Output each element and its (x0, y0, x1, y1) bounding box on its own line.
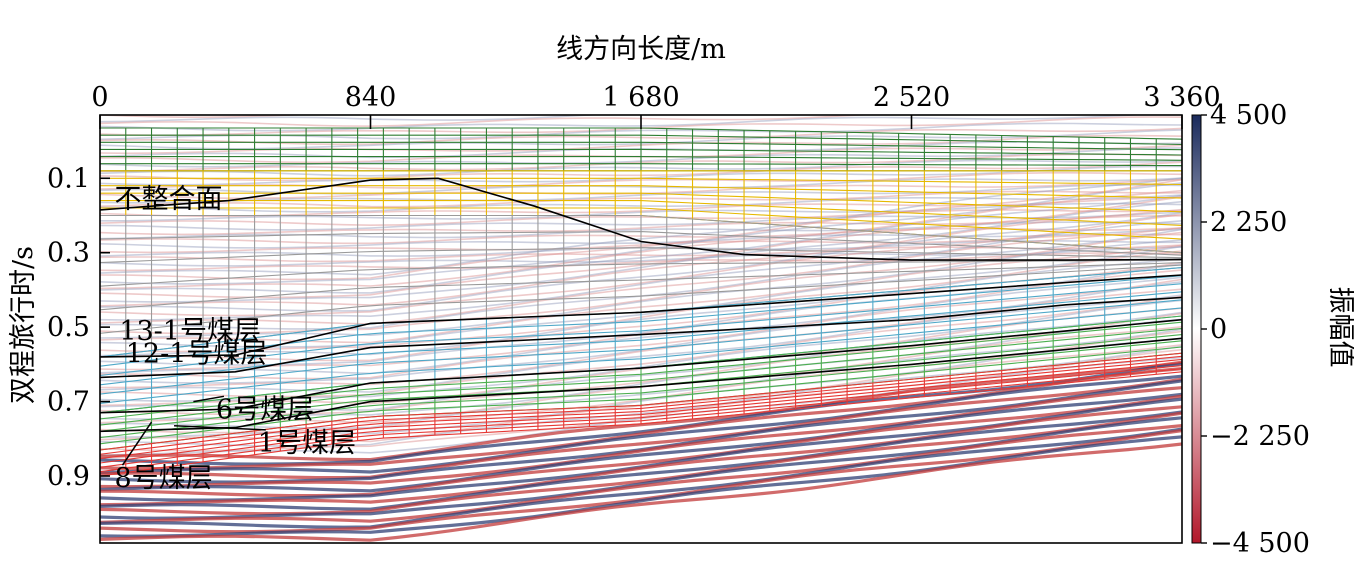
annotation-label: 1号煤层 (258, 428, 356, 459)
horizon-line (100, 296, 1182, 379)
seismic-trace-band (100, 374, 1182, 475)
seismic-trace-band (100, 115, 606, 123)
y-tick-label: 0.5 (47, 312, 90, 343)
horizon-line (100, 337, 1182, 433)
colorbar-tick-label: 2 250 (1210, 207, 1287, 238)
seismic-trace-band (100, 394, 1182, 498)
horizon-line (100, 318, 1182, 414)
x-tick-label: 2 520 (873, 82, 950, 113)
y-axis-ticks: 0.1 0.3 0.5 0.7 0.9 (47, 163, 110, 492)
model-grid-layers (100, 127, 1182, 477)
colorbar (1191, 114, 1202, 544)
seismic-trace-band (100, 435, 1182, 538)
seismic-trace-band (100, 427, 1182, 529)
grid-layer (100, 170, 1182, 254)
seismic-trace-band (100, 442, 1182, 542)
annotation-label: 13-1号煤层 (119, 316, 261, 347)
seismic-trace-band (100, 410, 1182, 511)
x-axis-ticks: 0 840 1 680 2 520 3 360 (91, 82, 1221, 129)
horizon-line (100, 177, 1182, 261)
seismic-trace-band (100, 386, 1182, 489)
x-tick-label: 3 360 (1143, 82, 1220, 113)
seismic-trace-band (100, 424, 1182, 524)
annotation-label: 8号煤层 (114, 463, 212, 494)
annotation-label: 不整合面 (114, 184, 222, 215)
horizon-line (100, 274, 1182, 358)
colorbar-tick-label: 0 (1210, 314, 1227, 345)
plot-area (100, 115, 1182, 543)
annotation-leader (193, 395, 225, 403)
y-tick-label: 0.9 (47, 461, 90, 492)
x-axis-label: 线方向长度/m (556, 34, 726, 65)
seismic-trace-band (100, 411, 1182, 516)
horizon-lines (100, 177, 1182, 433)
seismic-trace-band (100, 367, 1182, 471)
seismic-trace-band (100, 405, 1182, 507)
colorbar-label: 振幅值 (1325, 287, 1354, 368)
colorbar-tick-label: −2 250 (1210, 421, 1310, 452)
grid-layer (100, 352, 1182, 477)
y-axis-label: 双程旅行时/s (8, 246, 39, 404)
seismic-trace-band (100, 377, 1182, 480)
colorbar-ticks: 4 500 2 250 0 −2 250 −4 500 (1201, 100, 1310, 559)
y-tick-label: 0.1 (47, 163, 90, 194)
x-tick-label: 1 680 (602, 82, 679, 113)
colorbar-tick-label: 4 500 (1210, 100, 1287, 131)
y-tick-label: 0.3 (47, 238, 90, 269)
seismic-trace-band (100, 392, 1182, 493)
colorbar-tick-label: −4 500 (1210, 528, 1310, 559)
annotation-leader (174, 425, 266, 431)
x-tick-label: 840 (345, 82, 397, 113)
y-tick-label: 0.7 (47, 387, 90, 418)
x-tick-label: 0 (91, 82, 108, 113)
annotation-label: 6号煤层 (216, 394, 314, 425)
annotation-leader (121, 421, 153, 466)
annotation-label: 12-1号煤层 (126, 338, 268, 369)
